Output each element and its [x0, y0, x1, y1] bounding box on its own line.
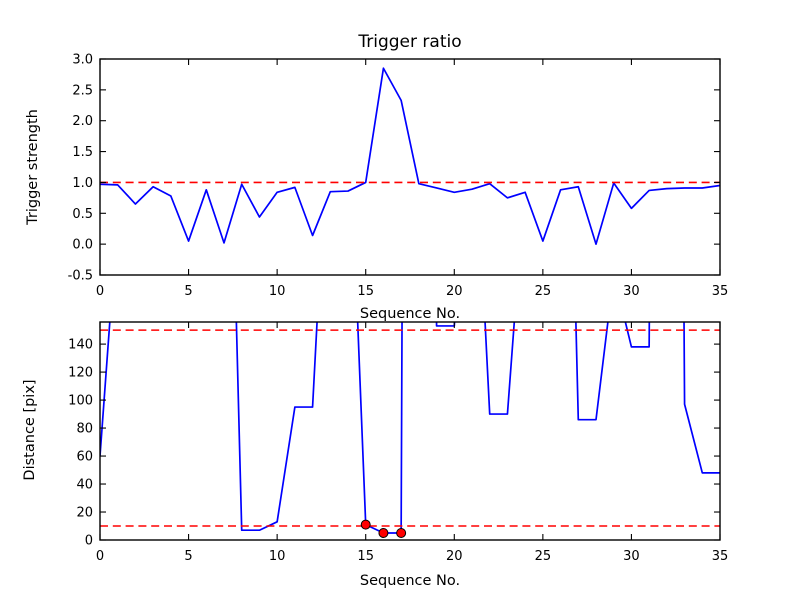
y-tick-label: 0.5	[72, 207, 93, 222]
marker-dot	[360, 519, 371, 530]
y-tick-label: 1.0	[72, 176, 93, 191]
marker-dot	[378, 528, 389, 538]
bottom-x-axis-label: Sequence No.	[360, 573, 460, 589]
top-y-axis-label: Trigger strength	[25, 109, 41, 226]
x-tick-label: 25	[535, 549, 552, 564]
x-tick-label: 5	[184, 549, 192, 564]
x-tick-label: 10	[269, 284, 286, 299]
data-series-group	[100, 322, 720, 534]
axes-frame	[99, 58, 721, 276]
marker-dot	[396, 528, 407, 538]
x-tick-label: 30	[623, 549, 640, 564]
x-tick-label: 35	[712, 284, 729, 299]
y-tick-label: 120	[68, 366, 93, 381]
y-tick-label: -0.5	[68, 269, 93, 284]
y-tick-label: 80	[76, 422, 93, 437]
y-tick-label: 3.0	[72, 53, 93, 68]
x-tick-label: 35	[712, 549, 729, 564]
x-tick-label: 10	[269, 549, 286, 564]
y-tick-label: 2.0	[72, 114, 93, 129]
x-tick-label: 30	[623, 284, 640, 299]
chart-title: Trigger ratio	[357, 32, 461, 52]
bottom-chart: 0 5 10 15 20 25 30 35 0 20 40 60 80 100 120 140	[68, 321, 729, 564]
x-tick-label: 5	[184, 284, 192, 299]
x-tick-label: 20	[446, 284, 463, 299]
y-tick-label: 2.5	[72, 83, 93, 98]
y-tick-label: 20	[76, 506, 93, 521]
y-tick-label: 100	[68, 394, 93, 409]
x-tick-label: 15	[357, 549, 374, 564]
top-x-axis-label: Sequence No.	[360, 306, 460, 322]
x-tick-label: 25	[535, 284, 552, 299]
y-tick-label: 0	[85, 534, 93, 549]
y-tick-label: 1.5	[72, 145, 93, 160]
y-tick-label: 140	[68, 338, 93, 353]
axes-frame	[99, 321, 721, 541]
data-line	[100, 67, 720, 245]
x-tick-label: 0	[96, 549, 104, 564]
x-tick-label: 15	[357, 284, 374, 299]
data-line	[100, 322, 720, 534]
y-tick-label: 40	[76, 478, 93, 493]
bottom-y-axis-label: Distance [pix]	[22, 379, 38, 480]
top-chart: 0 5 10 15 20 25 30 35 -0.5 0.0 0.5 1.0 1.5 2.0 2.5 3.0	[68, 53, 729, 300]
x-tick-label: 20	[446, 549, 463, 564]
x-tick-label: 0	[96, 284, 104, 299]
data-series-group	[100, 67, 720, 245]
y-tick-label: 0.0	[72, 238, 93, 253]
y-tick-label: 60	[76, 450, 93, 465]
